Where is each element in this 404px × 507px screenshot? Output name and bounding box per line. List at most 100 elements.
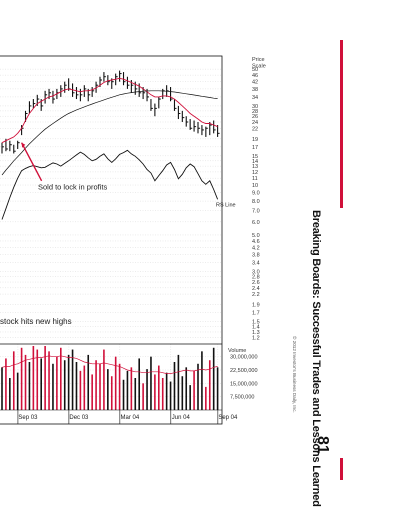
volume-bar (173, 362, 176, 410)
moving-average-line-2 (1, 90, 218, 176)
price-bar (185, 116, 189, 127)
price-bar (9, 140, 12, 152)
price-bar (60, 85, 63, 97)
price-bar (197, 121, 200, 134)
volume-bar (193, 370, 195, 410)
price-bar (48, 88, 52, 100)
price-tick-label: 2.2 (252, 292, 260, 298)
price-bar (173, 99, 177, 111)
price-bar (64, 81, 67, 93)
volume-bar (103, 349, 105, 410)
price-tick-label: 2.8 (252, 275, 260, 281)
volume-bar (44, 346, 46, 410)
price-bar (103, 72, 106, 82)
price-bar (209, 121, 212, 136)
date-tick-label: Mar 04 (120, 415, 139, 421)
price-tick-label: 2.6 (252, 280, 260, 286)
volume-axis-label: Volume (228, 348, 246, 354)
price-tick-label: 12 (252, 170, 258, 176)
volume-bars (1, 346, 219, 410)
price-tick-label: 2.4 (252, 286, 260, 292)
volume-bar (95, 360, 97, 410)
price-bar (158, 96, 161, 109)
volume-bar (87, 354, 90, 410)
price-tick-label: 7.0 (252, 209, 260, 215)
price-tick-label: 38 (252, 87, 258, 93)
price-tick-label: 24 (252, 120, 258, 126)
price-tick-label: 1.9 (252, 303, 260, 309)
price-bar (181, 110, 185, 122)
volume-bar (75, 362, 78, 410)
date-tick-label: Sep 03 (18, 415, 38, 421)
volume-bar (185, 367, 188, 410)
price-tick-label: 34 (252, 95, 258, 101)
volume-bar (161, 378, 164, 410)
volume-bar (169, 381, 172, 410)
price-tick-label: 50 (252, 67, 258, 73)
volume-bar (20, 347, 23, 410)
volume-bar (216, 367, 219, 410)
price-bar (201, 125, 204, 136)
volume-tick-label: 7,500,000 (230, 395, 254, 401)
volume-bar (126, 370, 129, 410)
volume-tick-label: 15,000,000 (230, 381, 258, 387)
price-tick-label: 1.5 (252, 320, 260, 326)
price-tick-label: 9.0 (252, 191, 260, 197)
price-tick-label: 4.2 (252, 246, 260, 252)
volume-tick-label: 22,500,000 (230, 368, 258, 374)
price-bar (162, 88, 165, 100)
price-tick-label: 14 (252, 159, 258, 165)
volume-bar (12, 351, 15, 410)
volume-bar (142, 383, 144, 410)
volume-bar (9, 378, 11, 410)
volume-bar (122, 379, 125, 410)
volume-bar (138, 358, 140, 410)
price-bar (154, 103, 157, 117)
price-bar (36, 94, 40, 106)
volume-bar (181, 376, 184, 410)
volume-bar (205, 386, 207, 410)
volume-bar (24, 354, 27, 410)
volume-bar (201, 351, 203, 410)
volume-bar (130, 367, 133, 410)
price-bar (177, 105, 181, 120)
volume-bar (36, 349, 39, 410)
price-tick-label: 1.4 (252, 325, 260, 331)
volume-bar (83, 365, 86, 410)
red-margin-rule-top (340, 40, 343, 208)
price-tick-label: 1.7 (252, 311, 260, 317)
volume-bar (177, 354, 180, 410)
volume-bar (154, 374, 156, 410)
volume-average-line (1, 355, 218, 374)
price-bar (138, 83, 142, 97)
price-bar (189, 119, 193, 130)
price-tick-label: 8.0 (252, 199, 260, 205)
price-tick-label: 15 (252, 154, 258, 160)
price-bar (79, 88, 83, 102)
volume-bar (60, 347, 62, 410)
copyright-notice: © 2012 Investor's Business Daily, Inc. (292, 336, 297, 413)
page-number: 81 (314, 436, 331, 454)
price-tick-label: 42 (252, 80, 258, 86)
red-margin-rule-bottom (340, 458, 343, 480)
price-bar (193, 120, 197, 132)
volume-bar (56, 356, 58, 410)
price-tick-label: 11 (252, 176, 258, 182)
annotation-rs-line: RS Line (216, 203, 236, 209)
price-bar (44, 90, 48, 104)
volume-bar (40, 358, 42, 410)
volume-bar (134, 378, 137, 410)
sell-arrowhead (21, 142, 26, 148)
price-bar (119, 70, 122, 82)
price-bar (122, 72, 126, 86)
volume-bar (208, 360, 211, 410)
volume-bar (79, 370, 82, 410)
price-bar (134, 81, 138, 95)
volume-bar (197, 363, 199, 410)
volume-tick-label: 30,000,000 (230, 355, 258, 361)
volume-bar (5, 358, 7, 410)
running-title: Breaking Boards: Successful Trades and L… (310, 210, 322, 507)
price-tick-label: 4.6 (252, 239, 260, 245)
volume-bar (48, 351, 50, 410)
